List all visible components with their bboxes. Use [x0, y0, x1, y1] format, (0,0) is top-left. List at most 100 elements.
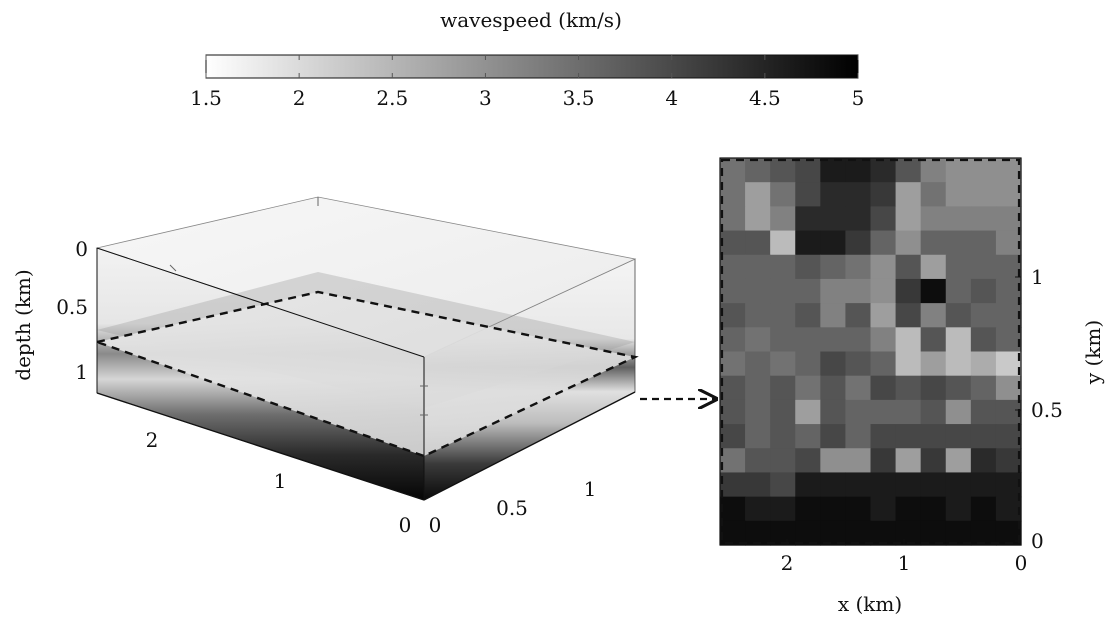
heatmap-cell: [870, 496, 897, 522]
heatmap-cell: [820, 303, 847, 328]
heatmap-cell: [970, 158, 997, 183]
heatmap-cell: [770, 182, 796, 207]
heatmap-cell: [820, 254, 847, 280]
heatmap-cell: [995, 254, 1022, 280]
heatmap-cell: [895, 375, 922, 401]
heatmap-cell: [870, 206, 897, 232]
heatmap-cell: [820, 424, 847, 449]
heatmap-cell: [820, 520, 847, 546]
heatmap-cell: [920, 472, 947, 498]
heatmap-cell: [745, 158, 771, 183]
y-axis-label: y (km): [1081, 320, 1105, 385]
heatmap-cell: [770, 496, 796, 522]
heatmap-cell: [845, 448, 872, 474]
y-tick-label-3d: 0: [429, 513, 442, 537]
heatmap-cell: [770, 158, 796, 183]
y-tick-label: 1: [1031, 265, 1044, 289]
heatmap-cell: [720, 182, 746, 207]
heatmap-cell: [795, 254, 821, 280]
heatmap-cell: [845, 327, 872, 353]
heatmap-cell: [895, 158, 922, 183]
heatmap-cell: [995, 303, 1022, 328]
heatmap-frame: [719, 157, 1022, 546]
heatmap-cell: [870, 351, 897, 377]
heatmap-cell: [945, 230, 972, 256]
heatmap-cell: [745, 424, 771, 449]
heatmap-cell: [995, 327, 1022, 353]
heatmap-cell: [795, 303, 821, 328]
heatmap-cell: [795, 206, 821, 232]
heatmap-cell: [770, 472, 796, 498]
heatmap-cell: [720, 254, 746, 280]
heatmap-cell: [795, 448, 821, 474]
heatmap-cell: [770, 327, 796, 353]
colorbar-ticks: 1.5 2 2.5 3 3.5 4 4.5 5: [190, 55, 864, 110]
heatmap-cell: [720, 158, 746, 183]
y-tick-label-3d: 1: [584, 477, 597, 501]
heatmap-cell: [820, 230, 847, 256]
heatmap-cell: [795, 375, 821, 401]
heatmap-cell: [945, 182, 972, 207]
heatmap-cell: [995, 158, 1022, 183]
heatmap-cell: [720, 303, 746, 328]
heatmap-cell: [995, 278, 1022, 304]
heatmap-cell: [795, 278, 821, 304]
heatmap-cell: [745, 448, 771, 474]
depth-tick-label: 0: [75, 237, 88, 261]
heatmap-cell: [970, 399, 997, 425]
heatmap-cell: [895, 278, 922, 304]
heatmap-cell: [745, 303, 771, 328]
heatmap-cell: [720, 424, 746, 449]
heatmap-cell: [945, 399, 972, 425]
heatmap-cell: [895, 206, 922, 232]
heatmap-cell: [995, 182, 1022, 207]
heatmap-cell: [995, 496, 1022, 522]
heatmap-cell: [745, 351, 771, 377]
colorbar-tick-label: 2: [293, 86, 306, 110]
colorbar-tick-label: 3: [479, 86, 492, 110]
heatmap-cell: [745, 472, 771, 498]
heatmap-cell: [845, 472, 872, 498]
heatmap-cell: [920, 496, 947, 522]
heatmap-cell: [845, 520, 872, 546]
heatmap-cell: [845, 424, 872, 449]
volume-edge: [96, 392, 425, 501]
heatmap-cell: [820, 496, 847, 522]
heatmap-cell: [895, 448, 922, 474]
colorbar-tick-label: 5: [852, 86, 865, 110]
colorbar-tick-label: 1.5: [190, 86, 222, 110]
x-tick-label: 0: [1015, 551, 1028, 575]
heatmap-cell: [770, 230, 796, 256]
heatmap-cell: [845, 206, 872, 232]
heatmap-cell: [745, 182, 771, 207]
heatmap-cell: [820, 327, 847, 353]
heatmap-cell: [995, 351, 1022, 377]
colorbar: wavespeed (km/s) 1.5 2 2.5 3 3.5 4 4.5 5: [190, 8, 864, 110]
heatmap-cell: [870, 448, 897, 474]
heatmap-dashed-outline: [720, 158, 1021, 545]
x-tick-label-3d: 0: [399, 513, 412, 537]
y-tick-label-3d: 0.5: [496, 496, 528, 520]
heatmap-cell: [995, 399, 1022, 425]
heatmap-cell: [745, 375, 771, 401]
heatmap-cell: [720, 375, 746, 401]
heatmap-cell: [745, 254, 771, 280]
heatmap-cell: [770, 399, 796, 425]
heatmap-cell: [820, 182, 847, 207]
heatmap-cell: [795, 182, 821, 207]
heatmap-cell: [770, 303, 796, 328]
heatmap-cell: [745, 496, 771, 522]
heatmap-cell: [820, 472, 847, 498]
heatmap-cell: [770, 206, 796, 232]
heatmap-cell: [870, 327, 897, 353]
heatmap-cell: [870, 375, 897, 401]
heatmap-cell: [920, 424, 947, 449]
volume-edge: [96, 247, 425, 358]
heatmap-cell: [720, 327, 746, 353]
colorbar-tick-label: 4.5: [749, 86, 781, 110]
heatmap-cell: [895, 327, 922, 353]
heatmap-cell: [970, 182, 997, 207]
colorbar-tick-label: 2.5: [376, 86, 408, 110]
heatmap-cell: [920, 448, 947, 474]
